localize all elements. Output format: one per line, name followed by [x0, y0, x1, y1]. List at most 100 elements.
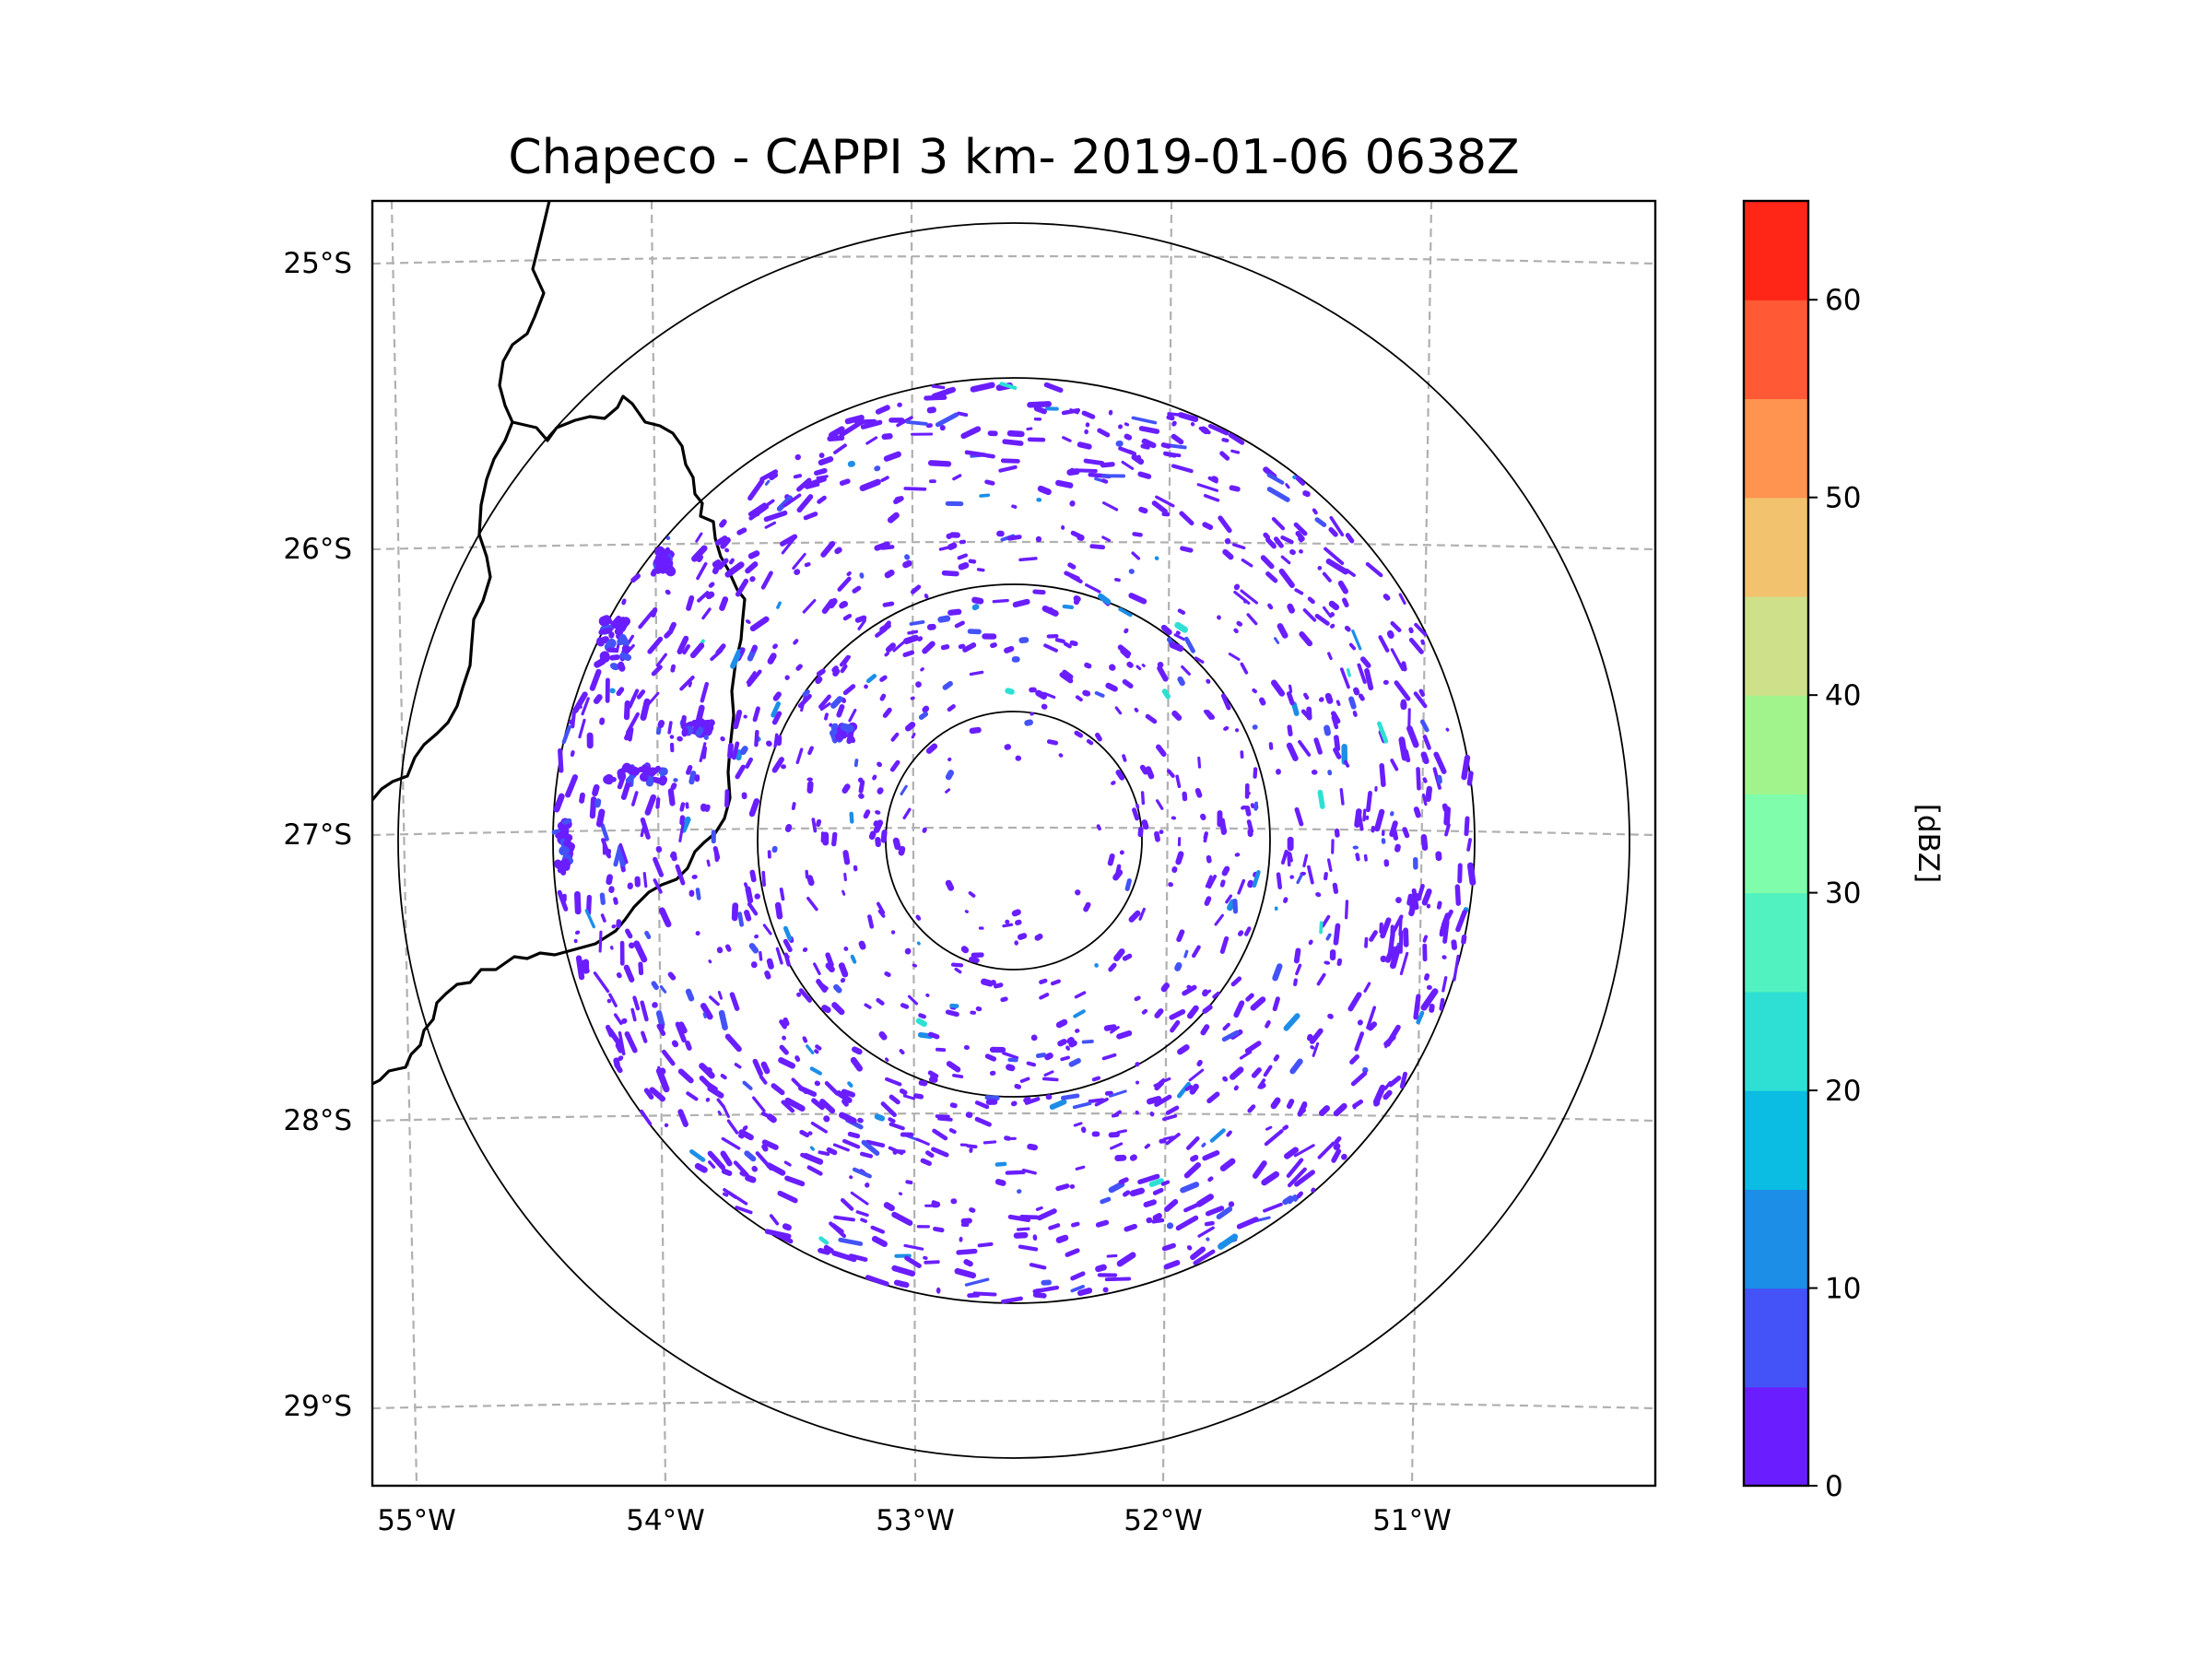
- echo-speckle: [1006, 1064, 1016, 1072]
- colorbar-frame: [1742, 199, 1810, 1488]
- echo-speckle: [970, 1010, 977, 1015]
- echo-speckle: [1209, 1128, 1226, 1143]
- echo-speckle: [1228, 653, 1241, 661]
- echo-speckle: [1225, 894, 1233, 904]
- echo-speckle: [671, 1040, 679, 1048]
- echo-speckle: [1111, 781, 1116, 785]
- echo-speckle: [1250, 996, 1266, 1011]
- echo-speckle: [974, 1116, 992, 1127]
- echo-speckle: [780, 534, 798, 547]
- echo-speckle: [593, 971, 610, 994]
- echo-speckle: [815, 676, 823, 685]
- echo-speckle: [924, 394, 947, 401]
- echo-speckle: [1170, 1019, 1181, 1033]
- echo-speckle: [641, 1030, 648, 1043]
- echo-speckle: [1454, 884, 1462, 906]
- echo-speckle: [1294, 1170, 1315, 1187]
- echo-speckle: [1222, 548, 1234, 560]
- echo-speckle: [695, 888, 701, 900]
- echo-speckle: [927, 460, 952, 467]
- echo-speckle: [776, 601, 782, 609]
- echo-speckle: [751, 1165, 759, 1172]
- echo-speckle: [916, 941, 921, 946]
- echo-speckle: [724, 561, 745, 578]
- echo-speckle: [736, 527, 747, 535]
- echo-speckle: [1114, 706, 1123, 715]
- echo-speckle: [1166, 414, 1175, 421]
- echo-speckle: [1257, 1078, 1266, 1089]
- echo-speckle: [1287, 1167, 1307, 1188]
- echo-speckle: [857, 418, 865, 426]
- echo-speckle: [985, 1099, 998, 1105]
- echo-speckle: [1206, 1237, 1210, 1241]
- echo-speckle: [593, 694, 603, 704]
- echo-speckle: [636, 689, 646, 700]
- echo-speckle: [1094, 963, 1100, 968]
- echo-speckle: [1163, 451, 1177, 458]
- echo-speckle: [1379, 922, 1383, 935]
- echo-speckle: [1403, 927, 1409, 947]
- echo-speckle: [557, 821, 570, 834]
- echo-speckle: [806, 1044, 815, 1054]
- echo-speckle: [831, 665, 839, 673]
- echo-speckle: [739, 746, 748, 756]
- echo-speckle: [915, 1137, 930, 1146]
- echo-speckle: [1035, 1053, 1047, 1059]
- echo-speckle: [638, 961, 644, 976]
- echo-speckle: [633, 940, 648, 963]
- map-panel: [371, 199, 1657, 1488]
- echo-speckle: [751, 644, 758, 653]
- echo-speckle: [1311, 1187, 1316, 1193]
- echo-speckle: [830, 723, 839, 731]
- echo-speckle: [795, 747, 804, 765]
- echo-speckle: [618, 842, 629, 865]
- echo-speckle: [664, 1123, 669, 1128]
- echo-speckle: [686, 765, 693, 775]
- echo-speckle: [1006, 429, 1025, 438]
- echo-speckle: [888, 1146, 904, 1156]
- echo-speckle: [853, 865, 858, 872]
- echo-speckle: [883, 451, 901, 462]
- echo-speckle: [1055, 1018, 1068, 1029]
- echo-speckle: [1129, 1187, 1146, 1197]
- echo-speckle: [935, 1047, 947, 1053]
- echo-speckle: [884, 971, 891, 978]
- echo-speckle: [1218, 1233, 1239, 1250]
- echo-speckle: [857, 619, 866, 630]
- echo-speckle: [993, 982, 1004, 989]
- echo-speckle: [880, 830, 888, 843]
- echo-speckle: [811, 818, 818, 833]
- echo-speckle: [1035, 535, 1042, 543]
- echo-speckle: [1286, 691, 1295, 706]
- echo-speckle: [859, 572, 865, 579]
- echo-speckle: [990, 980, 996, 985]
- echo-speckle: [1026, 427, 1033, 431]
- echo-speckle: [1271, 516, 1286, 531]
- echo-speckle: [884, 652, 889, 657]
- echo-speckle: [661, 1049, 676, 1066]
- echo-speckle: [1309, 1028, 1324, 1044]
- echo-speckle: [839, 730, 848, 738]
- echo-speckle: [807, 746, 814, 756]
- echo-speckle: [1190, 1246, 1206, 1261]
- echo-speckle: [1386, 629, 1394, 639]
- lon-gridline-55: [390, 201, 418, 1486]
- echo-speckle: [731, 902, 739, 922]
- echo-speckle: [933, 1226, 945, 1233]
- echo-speckle: [700, 723, 714, 735]
- echo-speckle: [686, 1091, 699, 1101]
- echo-speckle: [739, 1171, 747, 1177]
- echo-speckle: [695, 704, 705, 726]
- echo-speckle: [928, 1077, 938, 1083]
- echo-speckle: [749, 616, 770, 632]
- echo-speckle: [1252, 724, 1258, 730]
- echo-speckle: [865, 674, 877, 684]
- echo-speckle: [1433, 751, 1447, 774]
- echo-speckle: [670, 782, 677, 791]
- echo-speckle: [1128, 910, 1141, 923]
- echo-speckle: [584, 909, 596, 929]
- echo-speckle: [1103, 1024, 1117, 1031]
- echo-speckle: [1286, 742, 1299, 761]
- echo-speckle: [1364, 667, 1374, 691]
